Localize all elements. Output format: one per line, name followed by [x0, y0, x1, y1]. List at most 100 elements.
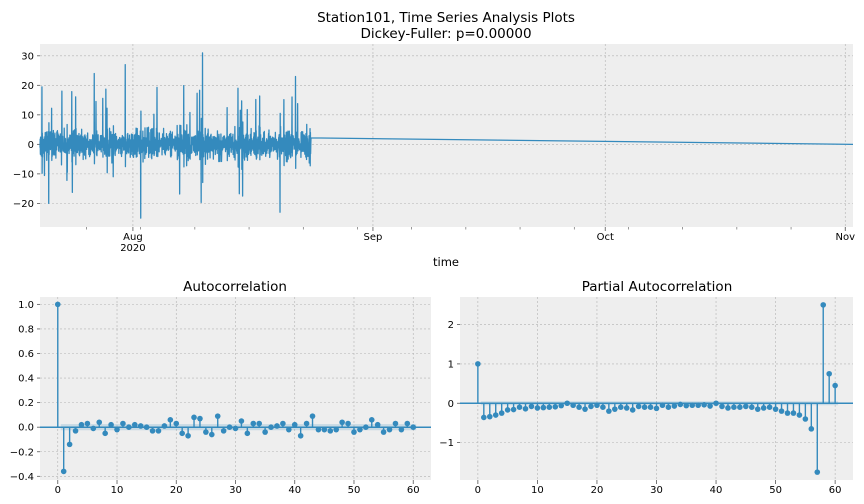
- pacf-marker: [647, 404, 654, 410]
- figure-title-line2: Dickey-Fuller: p=0.00000: [360, 26, 531, 42]
- acf-marker: [78, 421, 85, 428]
- pacf-marker: [677, 401, 684, 408]
- acf-marker: [357, 426, 363, 433]
- acf-marker: [137, 423, 144, 429]
- acf-marker: [368, 417, 375, 423]
- acf-marker: [303, 420, 310, 427]
- pacf-title: Partial Autocorrelation: [582, 279, 733, 295]
- pacf-stems: [460, 302, 853, 475]
- pacf-marker: [481, 414, 487, 421]
- ts-y-tick-label: 10: [21, 110, 34, 121]
- acf-marker: [226, 424, 233, 430]
- acf-marker: [250, 420, 257, 427]
- pacf-marker: [504, 407, 511, 413]
- pacf-marker: [808, 426, 815, 432]
- pacf-x-tick-label: 50: [769, 485, 782, 496]
- acf-y-tick-label: 0.0: [18, 423, 34, 434]
- pacf-marker: [540, 404, 547, 411]
- pacf-y-tick-label: 1: [448, 359, 454, 370]
- acf-marker: [90, 425, 97, 432]
- acf-marker: [280, 420, 286, 427]
- acf-marker: [191, 414, 197, 421]
- pacf-marker: [737, 404, 743, 410]
- pacf-marker: [826, 370, 832, 377]
- acf-y-tick-label: 0.8: [18, 324, 34, 335]
- pacf-marker: [784, 410, 791, 416]
- acf-marker: [244, 430, 251, 437]
- acf-grid: [40, 297, 431, 480]
- pacf-marker: [766, 404, 773, 410]
- pacf-x-tick-label: 30: [650, 485, 663, 496]
- pacf-marker: [594, 402, 600, 409]
- pacf-marker: [510, 406, 517, 413]
- pacf-marker: [528, 403, 535, 410]
- pacf-marker: [695, 402, 701, 409]
- pacf-marker: [522, 405, 529, 412]
- pacf-y-tick-label: 2: [448, 320, 454, 331]
- acf-marker: [179, 430, 185, 437]
- pacf-marker: [778, 408, 785, 414]
- pacf-y-ticks: −1 0 1 2: [439, 320, 460, 449]
- pacf-marker: [760, 405, 767, 411]
- acf-marker: [161, 423, 168, 429]
- acf-marker: [102, 430, 108, 437]
- pacf-marker: [719, 403, 725, 410]
- figure-title-line1: Station101, Time Series Analysis Plots: [317, 10, 575, 26]
- pacf-marker: [576, 404, 582, 410]
- acf-y-tick-label: 0.6: [18, 349, 34, 360]
- pacf-marker: [653, 405, 660, 412]
- acf-marker: [274, 423, 280, 429]
- pacf-marker: [683, 402, 690, 409]
- ts-series-line: [39, 52, 854, 219]
- acf-marker: [126, 424, 132, 430]
- acf-marker: [203, 429, 209, 435]
- acf-marker: [309, 413, 316, 419]
- ts-y-tick-label: −20: [13, 199, 34, 210]
- acf-y-tick-label: 1.0: [18, 300, 34, 311]
- acf-marker: [363, 424, 369, 430]
- pacf-marker: [790, 410, 797, 416]
- pacf-marker: [606, 408, 612, 414]
- acf-x-tick-label: 50: [348, 485, 361, 496]
- acf-marker: [392, 420, 399, 427]
- time-series-grid: [40, 44, 853, 227]
- pacf-marker: [612, 406, 618, 412]
- pacf-marker: [707, 403, 713, 409]
- acf-y-tick-label: 0.4: [18, 374, 34, 385]
- pacf-x-tick-label: 0: [475, 485, 481, 496]
- acf-marker: [297, 432, 304, 439]
- pacf-marker: [629, 407, 636, 413]
- pacf-x-tick-label: 10: [531, 485, 544, 496]
- pacf-x-ticks: 0 10 20 30 40 50 60: [475, 480, 842, 496]
- ts-x-tick-sublabel: 2020: [120, 243, 145, 254]
- acf-marker: [131, 421, 138, 428]
- pacf-marker: [754, 406, 761, 412]
- pacf-marker: [832, 382, 838, 389]
- acf-marker: [410, 424, 417, 430]
- ts-y-tick-label: 0: [28, 140, 34, 151]
- acf-marker: [60, 468, 67, 475]
- time-series-line: [39, 52, 854, 219]
- pacf-marker: [570, 402, 576, 409]
- acf-y-ticks: −0.4 −0.2 0.0 0.2 0.4 0.6 0.8 1.0: [10, 300, 40, 483]
- acf-marker: [232, 425, 239, 432]
- acf-marker: [351, 429, 357, 435]
- pacf-y-tick-label: −1: [439, 438, 454, 449]
- pacf-y-tick-label: 0: [448, 399, 454, 410]
- pacf-panel: −1 0 1 2 0 10 20 30 40 50 60 Partial Autocorrelat…: [439, 279, 853, 496]
- pacf-marker: [635, 403, 642, 410]
- acf-x-ticks: 0 10 20 30 40 50 60: [55, 480, 420, 496]
- acf-marker: [345, 420, 351, 427]
- pacf-marker: [600, 404, 606, 410]
- acf-marker: [108, 421, 114, 428]
- pacf-marker: [802, 416, 809, 422]
- pacf-marker: [659, 402, 666, 409]
- pacf-marker: [475, 361, 481, 367]
- acf-marker: [66, 441, 73, 448]
- acf-marker: [214, 413, 221, 419]
- acf-marker: [256, 420, 262, 427]
- acf-marker: [374, 421, 381, 428]
- acf-marker: [315, 426, 322, 433]
- acf-plot-area: [40, 297, 431, 480]
